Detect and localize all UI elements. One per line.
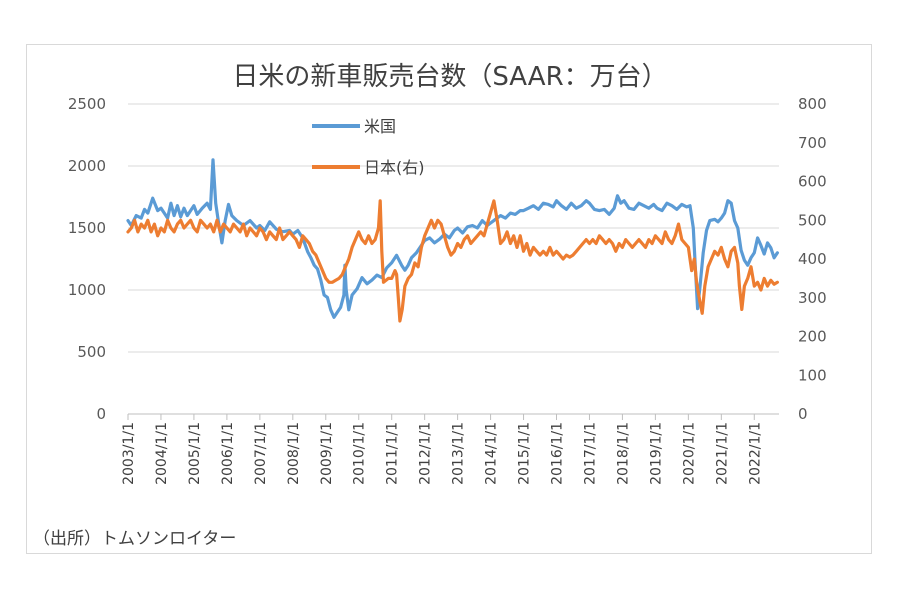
- series-line-us: [126, 158, 779, 319]
- y-right-tick-label: 400: [798, 250, 827, 268]
- y-right-tick-label: 0: [798, 405, 808, 423]
- source-note: （出所）トムソンロイター: [33, 529, 237, 549]
- x-tick-label: 2011/1/1: [385, 422, 401, 485]
- x-tick-label: 2021/1/1: [714, 422, 730, 485]
- y-right-tick-label: 200: [798, 328, 827, 346]
- y-left-tick-label: 0: [96, 405, 106, 423]
- y-right-tick-label: 800: [798, 95, 827, 113]
- x-tick-label: 2005/1/1: [187, 422, 203, 485]
- x-tick-label: 2013/1/1: [451, 422, 467, 485]
- y-right-tick-label: 100: [798, 366, 827, 384]
- y-left-tick-label: 1500: [68, 219, 106, 237]
- x-tick-label: 2016/1/1: [550, 422, 566, 485]
- x-tick-label: 2006/1/1: [220, 422, 236, 485]
- x-tick-label: 2022/1/1: [747, 422, 763, 485]
- y-axis-right: 0 100 200 300 400 500 600 700 800: [798, 95, 827, 423]
- legend-label: 米国: [364, 117, 396, 136]
- x-tick-label: 2020/1/1: [681, 422, 697, 485]
- legend-label: 日本(右): [364, 158, 425, 177]
- x-tick-label: 2008/1/1: [286, 422, 302, 485]
- y-right-tick-label: 300: [798, 289, 827, 307]
- x-axis: 2003/1/1 2004/1/1 2005/1/1 2006/1/1 2007/1/1…: [121, 413, 779, 485]
- x-tick-label: 2017/1/1: [582, 422, 598, 485]
- y-left-tick-label: 2000: [68, 157, 106, 175]
- y-left-tick-label: 500: [77, 343, 106, 361]
- x-tick-label: 2019/1/1: [648, 422, 664, 485]
- x-tick-label: 2012/1/1: [418, 422, 434, 485]
- y-right-tick-label: 700: [798, 134, 827, 152]
- y-right-tick-label: 600: [798, 173, 827, 191]
- grid-lines: [128, 103, 779, 415]
- x-tick-label: 2015/1/1: [517, 422, 533, 485]
- chart-title: 日米の新車販売台数（SAAR：万台）: [232, 62, 668, 92]
- x-tick-label: 2004/1/1: [154, 422, 170, 485]
- series-lines: [126, 158, 779, 323]
- x-tick-label: 2009/1/1: [319, 422, 335, 485]
- x-tick-label: 2010/1/1: [352, 422, 368, 485]
- chart-frame: [26, 44, 872, 554]
- y-right-tick-label: 500: [798, 211, 827, 229]
- x-tick-label: 2014/1/1: [484, 422, 500, 485]
- y-left-tick-label: 1000: [68, 281, 106, 299]
- y-axis-left: 0 500 1000 1500 2000 2500: [68, 95, 106, 423]
- x-tick-label: 2018/1/1: [615, 422, 631, 485]
- x-tick-label: 2007/1/1: [253, 422, 269, 485]
- y-left-tick-label: 2500: [68, 95, 106, 113]
- series-line-japan: [126, 199, 779, 323]
- x-tick-label: 2003/1/1: [121, 422, 137, 485]
